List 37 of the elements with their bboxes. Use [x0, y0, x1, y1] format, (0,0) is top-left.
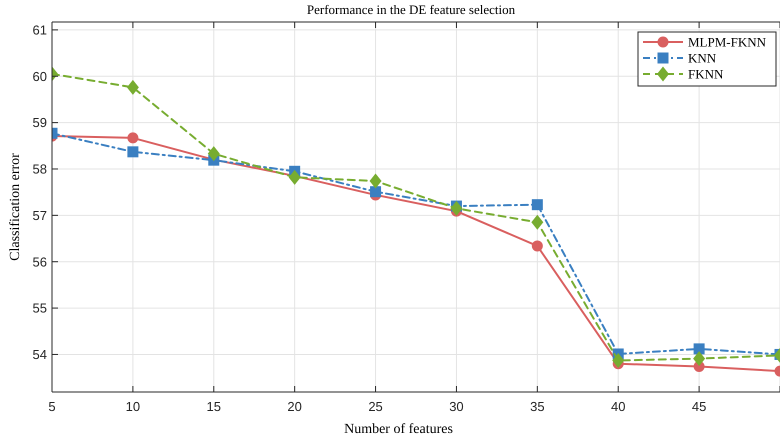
x-tick-label: 5	[48, 399, 56, 414]
y-tick-label: 61	[32, 22, 47, 38]
x-axis-title: Number of features	[344, 422, 453, 437]
x-tick-label: 35	[530, 399, 545, 414]
y-tick-label: 55	[32, 300, 47, 316]
point	[531, 214, 544, 230]
x-tick-label: 15	[206, 399, 222, 414]
point	[127, 146, 138, 158]
y-tick-label: 58	[32, 162, 47, 177]
x-tick-label: 45	[692, 399, 706, 414]
point	[126, 80, 139, 95]
legend-label: KNN	[688, 50, 717, 66]
point	[370, 174, 382, 189]
y-tick-label: 57	[32, 208, 47, 223]
point	[208, 146, 220, 162]
legend-label: MLPM-FKNN	[688, 34, 767, 50]
x-tick-label: 30	[449, 399, 464, 414]
point	[370, 186, 382, 198]
point	[694, 343, 705, 354]
point	[450, 200, 462, 216]
point	[127, 132, 138, 144]
point	[532, 240, 543, 252]
x-tick-label: 20	[287, 399, 302, 414]
point	[693, 351, 706, 366]
legend-label: FKNN	[688, 66, 724, 82]
y-axis-title: Classification error	[8, 152, 23, 261]
y-tick-label: 59	[32, 115, 47, 130]
y-tick-label: 54	[32, 346, 47, 362]
x-tick-label: 25	[368, 399, 383, 414]
x-tick-label: 10	[126, 399, 140, 414]
y-tick-label: 60	[32, 68, 47, 84]
point	[532, 199, 543, 210]
x-tick-label: 40	[610, 399, 626, 414]
y-tick-label: 56	[32, 254, 47, 270]
chart-title: Performance in the DE feature selection	[306, 2, 516, 17]
point	[288, 170, 301, 185]
point	[612, 352, 624, 368]
